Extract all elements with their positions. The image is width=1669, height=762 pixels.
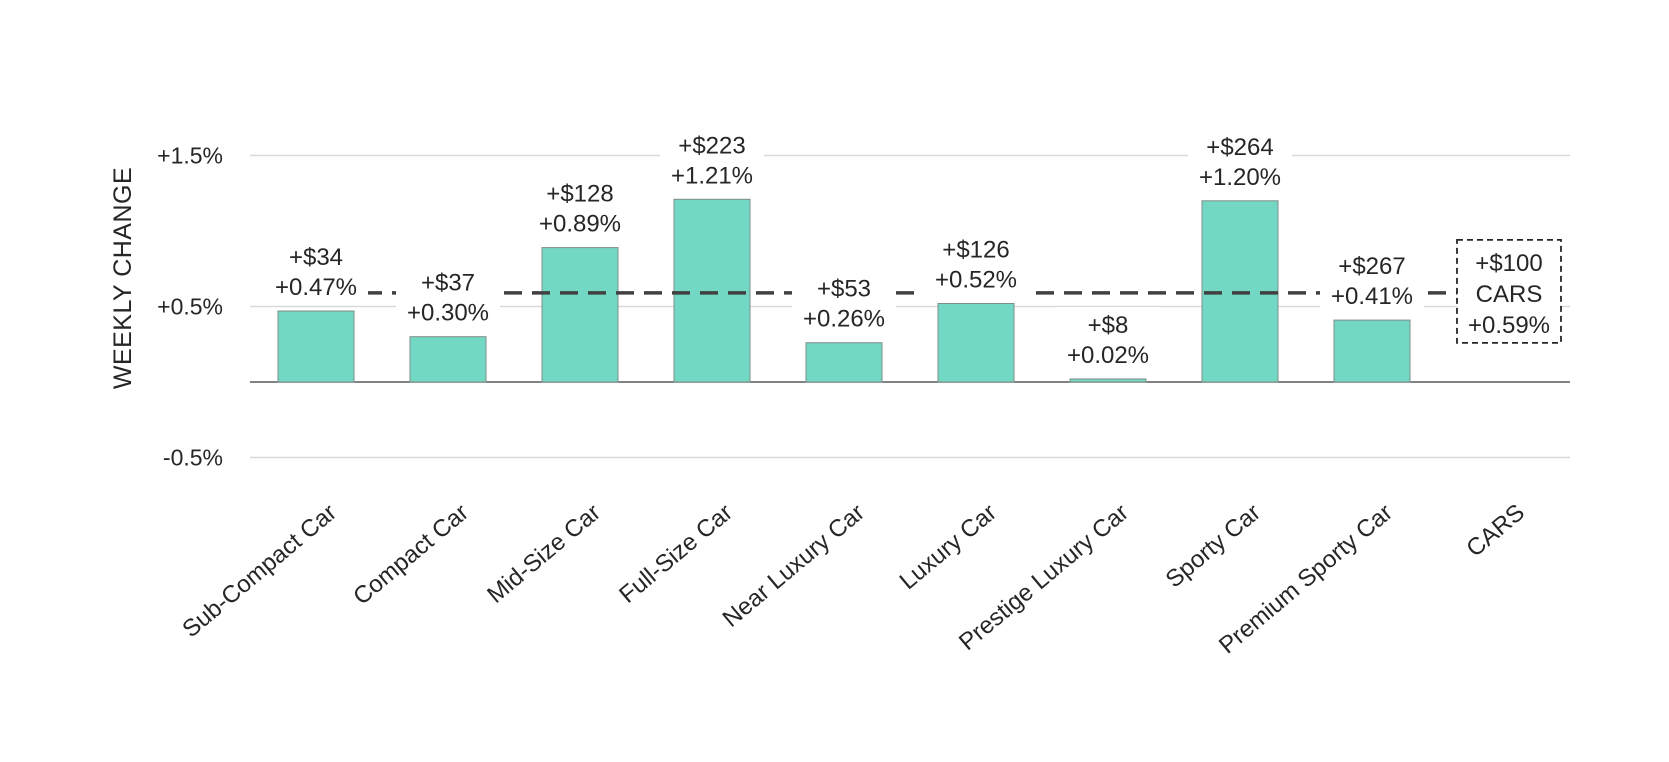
data-label-dollar: +$37 (421, 270, 475, 297)
data-label-dollar: +$53 (817, 276, 871, 303)
data-label-background (264, 239, 368, 304)
data-label-background (1188, 128, 1292, 193)
bar[interactable] (541, 247, 619, 383)
data-label-background (396, 264, 500, 329)
x-category-label: Compact Car (348, 499, 474, 611)
data-label-background (660, 127, 764, 192)
data-label-background (1320, 248, 1424, 313)
data-label-percent: +1.20% (1199, 164, 1281, 191)
data-label-percent: +0.89% (539, 211, 621, 238)
y-axis-title: WEEKLY CHANGE (109, 167, 137, 389)
y-tick-label: +1.5% (157, 143, 223, 169)
data-label-percent: +0.47% (275, 274, 357, 301)
y-tick-label: +0.5% (157, 294, 223, 320)
data-label-dollar: +$223 (678, 132, 745, 159)
data-label-background (528, 175, 632, 240)
x-category-label: Near Luxury Car (718, 499, 870, 633)
data-label-dollar: +$8 (1088, 312, 1129, 339)
data-label-dollar: +$126 (942, 236, 1009, 263)
data-label-background (792, 270, 896, 335)
data-label-percent: +0.52% (935, 266, 1017, 293)
data-label-percent: +0.41% (1331, 283, 1413, 310)
data-label-dollar: +$267 (1338, 253, 1405, 280)
average-callout-percent: +0.59% (1468, 312, 1550, 339)
bar[interactable] (937, 302, 1015, 383)
average-callout-name: CARS (1476, 281, 1543, 308)
data-label-background (924, 231, 1028, 296)
x-category-label: Luxury Car (895, 499, 1002, 595)
data-label-background (1056, 306, 1160, 371)
data-label-percent: +0.02% (1067, 342, 1149, 369)
bar[interactable] (673, 198, 751, 383)
bar[interactable] (409, 336, 487, 383)
average-callout-box (1456, 239, 1562, 344)
bar[interactable] (1069, 378, 1147, 383)
average-callout-dollar: +$100 (1475, 250, 1542, 277)
data-label-dollar: +$128 (546, 181, 613, 208)
x-category-label: Sub-Compact Car (177, 499, 341, 643)
data-label-dollar: +$34 (289, 244, 343, 271)
x-category-label: Mid-Size Car (482, 499, 606, 609)
data-label-percent: +0.30% (407, 300, 489, 327)
bar[interactable] (277, 310, 355, 383)
data-label-percent: +0.26% (803, 306, 885, 333)
x-category-label: Full-Size Car (614, 499, 738, 609)
x-category-label: CARS (1461, 499, 1529, 563)
bar[interactable] (805, 342, 883, 383)
data-label-percent: +1.21% (671, 162, 753, 189)
bar[interactable] (1333, 319, 1411, 383)
x-category-label: Sporty Car (1161, 499, 1266, 593)
y-tick-label: -0.5% (163, 445, 223, 471)
data-label-dollar: +$264 (1206, 134, 1273, 161)
